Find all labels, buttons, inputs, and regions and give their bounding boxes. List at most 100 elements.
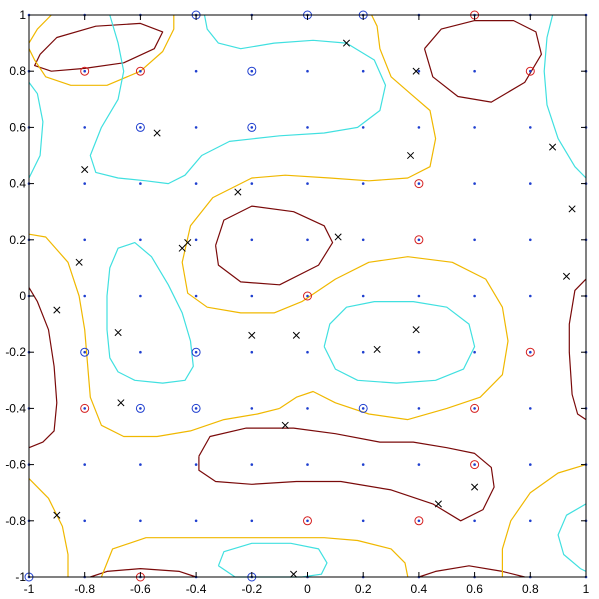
cross-marker <box>334 233 342 241</box>
grid-point <box>306 350 309 354</box>
grid-point <box>194 519 198 523</box>
grid-point <box>417 350 421 354</box>
grid-point <box>250 182 254 185</box>
cross-marker <box>234 188 242 196</box>
contour-line-cyan <box>557 503 587 572</box>
grid-point <box>194 294 198 298</box>
grid-point <box>306 519 309 523</box>
contour-line-dark <box>418 565 525 578</box>
contour-line-dark <box>90 568 197 578</box>
grid-point <box>83 69 86 73</box>
contour-line-gold <box>28 478 69 577</box>
grid-point <box>194 238 198 242</box>
grid-point <box>529 182 532 185</box>
grid-point <box>361 350 365 354</box>
y-tick-label: -0.2 <box>5 345 26 359</box>
grid-point <box>306 407 309 410</box>
grid-point <box>194 350 198 354</box>
grid-point <box>250 294 254 298</box>
cross-marker <box>412 326 420 334</box>
red-circle-marker <box>135 66 145 76</box>
cross-marker <box>75 258 83 266</box>
y-tick-label: -1 <box>15 570 26 584</box>
contour-line-cyan <box>543 14 587 179</box>
grid-point <box>361 294 365 298</box>
cross-marker <box>342 39 351 47</box>
grid-point <box>417 294 421 298</box>
red-circle-marker <box>303 516 312 526</box>
contour-line-dark <box>568 278 587 421</box>
grid-point <box>83 294 86 298</box>
contour-line-dark <box>215 205 334 286</box>
contour-line-cyan <box>89 14 387 185</box>
cross-marker <box>549 143 557 151</box>
blue-circle-marker <box>247 122 257 132</box>
grid-point <box>194 463 198 466</box>
grid-point <box>194 407 198 410</box>
blue-circle-marker <box>358 403 368 413</box>
grid-point <box>473 519 476 523</box>
grid-point <box>473 238 476 242</box>
cross-marker <box>178 244 186 252</box>
grid-point <box>529 519 532 523</box>
grid-point <box>306 126 309 129</box>
grid-point <box>417 238 421 242</box>
x-tick-label: -0.6 <box>130 582 151 596</box>
grid-point <box>361 126 365 129</box>
cross-marker <box>281 421 289 429</box>
x-tick-label: 1 <box>583 582 590 596</box>
contour-line-gold <box>28 15 175 86</box>
grid-point <box>194 69 198 73</box>
y-tick-label: -0.6 <box>5 458 26 472</box>
grid-point <box>361 182 365 185</box>
grid-point <box>417 463 421 466</box>
grid-point <box>83 463 86 466</box>
x-tick-label: -0.8 <box>74 582 95 596</box>
grid-point <box>473 407 476 410</box>
contour-line-gold <box>501 464 587 577</box>
x-tick-label: 0.6 <box>466 582 483 596</box>
x-tick-label: -0.4 <box>186 582 207 596</box>
blue-circle-marker <box>80 347 90 357</box>
x-tick-label: 0.4 <box>411 582 428 596</box>
x-tick-label: 0 <box>304 582 311 596</box>
cross-marker <box>81 165 89 174</box>
blue-circle-marker <box>191 347 201 357</box>
cross-marker <box>290 570 298 578</box>
grid-point <box>83 126 86 129</box>
grid-point <box>529 69 532 73</box>
grid-point <box>529 126 532 129</box>
cross-marker <box>412 67 420 75</box>
grid-point <box>417 519 421 523</box>
axis-ticks <box>28 14 587 578</box>
grid-point <box>139 407 142 410</box>
red-circle-marker <box>303 291 312 301</box>
grid-point <box>473 126 476 129</box>
contour-line-gold <box>100 537 409 578</box>
grid-point <box>250 407 254 410</box>
grid-point <box>139 126 142 129</box>
cross-marker <box>471 483 479 491</box>
contour-line-cyan <box>323 301 476 384</box>
grid-point <box>361 463 365 466</box>
red-circle-marker <box>470 460 480 470</box>
axis-tick-labels: -1 -0.8 -0.6 -0.4 -0.2 0 0.2 0.4 0.6 0.8 1 -1 -0.8 -0… <box>5 8 589 596</box>
contour-line-gold <box>28 14 52 44</box>
red-circle-marker <box>525 66 535 76</box>
cross-marker <box>117 399 125 407</box>
grid-point <box>83 238 86 242</box>
red-circle-marker <box>80 66 90 76</box>
red-circle-marker <box>414 179 424 189</box>
y-tick-label: 0.6 <box>9 120 26 134</box>
y-tick-label: -0.4 <box>5 401 26 415</box>
grid-point <box>529 463 532 466</box>
x-tick-label: 0.2 <box>355 582 372 596</box>
grid-point <box>306 238 309 242</box>
y-tick-label: 0.4 <box>9 177 26 191</box>
grid-point <box>139 463 142 466</box>
red-circle-marker <box>525 347 535 357</box>
grid-point <box>250 69 254 73</box>
grid-point <box>529 350 532 354</box>
grid-point <box>417 182 421 185</box>
